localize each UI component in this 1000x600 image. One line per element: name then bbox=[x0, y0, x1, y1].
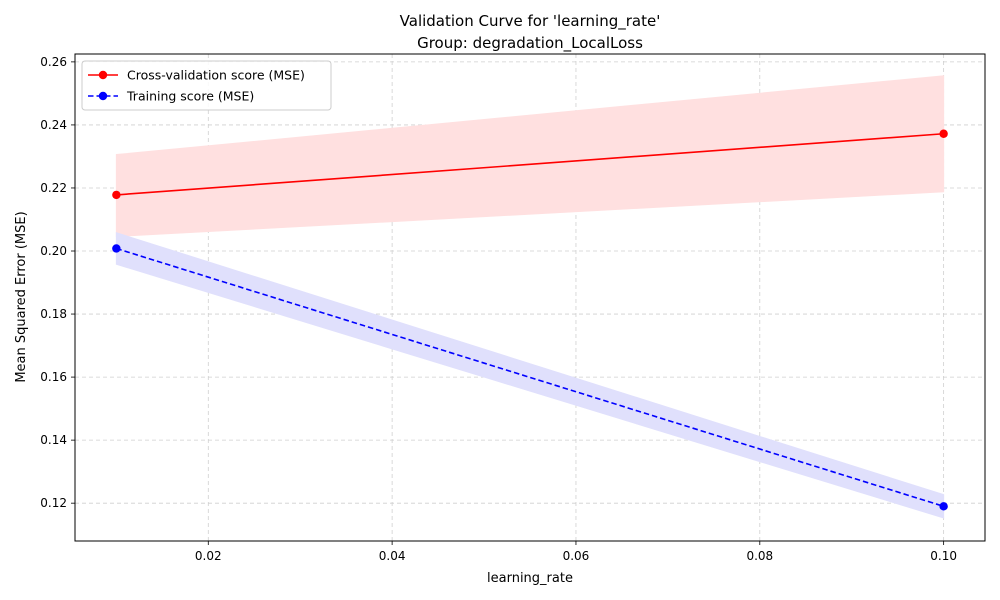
x-tick-label: 0.04 bbox=[379, 549, 406, 563]
confidence-bands bbox=[115, 75, 945, 519]
data-point-series-0 bbox=[939, 129, 948, 138]
y-tick-label: 0.22 bbox=[40, 181, 67, 195]
legend-box bbox=[81, 60, 332, 111]
y-tick-label: 0.12 bbox=[40, 496, 67, 510]
legend-label-cv: Cross-validation score (MSE) bbox=[127, 68, 305, 83]
legend: Cross-validation score (MSE) Training sc… bbox=[81, 60, 332, 111]
y-tick-label: 0.26 bbox=[40, 55, 67, 69]
chart-subtitle: Group: degradation_LocalLoss bbox=[417, 34, 643, 53]
y-tick-label: 0.20 bbox=[40, 244, 67, 258]
x-tick-label: 0.02 bbox=[195, 549, 222, 563]
series-lines bbox=[116, 132, 944, 508]
y-tick-label: 0.18 bbox=[40, 307, 67, 321]
x-tick-label: 0.06 bbox=[563, 549, 590, 563]
data-point-series-1 bbox=[112, 244, 121, 253]
series-markers bbox=[112, 129, 948, 511]
y-axis-label: Mean Squared Error (MSE) bbox=[14, 211, 29, 382]
y-tick-label: 0.24 bbox=[40, 118, 67, 132]
legend-label-train: Training score (MSE) bbox=[126, 89, 254, 104]
chart-title: Validation Curve for 'learning_rate' bbox=[400, 12, 661, 31]
legend-marker-train bbox=[98, 91, 108, 101]
x-tick-label: 0.10 bbox=[930, 549, 957, 563]
axis-ticks: 0.02 0.04 0.06 0.08 0.10 0.12 0.14 0.16 0.18 0.20… bbox=[40, 55, 957, 563]
y-tick-label: 0.16 bbox=[40, 370, 67, 384]
plot-frame bbox=[74, 53, 986, 542]
y-tick-label: 0.14 bbox=[40, 433, 67, 447]
series-line-0 bbox=[116, 132, 944, 196]
legend-marker-cv bbox=[98, 70, 108, 80]
data-point-series-0 bbox=[112, 190, 121, 200]
data-point-series-1 bbox=[939, 502, 948, 511]
x-axis-label: learning_rate bbox=[487, 571, 573, 586]
x-tick-label: 0.08 bbox=[746, 549, 773, 563]
confidence-band-series-0 bbox=[115, 75, 945, 238]
confidence-band-series-1 bbox=[115, 232, 945, 519]
